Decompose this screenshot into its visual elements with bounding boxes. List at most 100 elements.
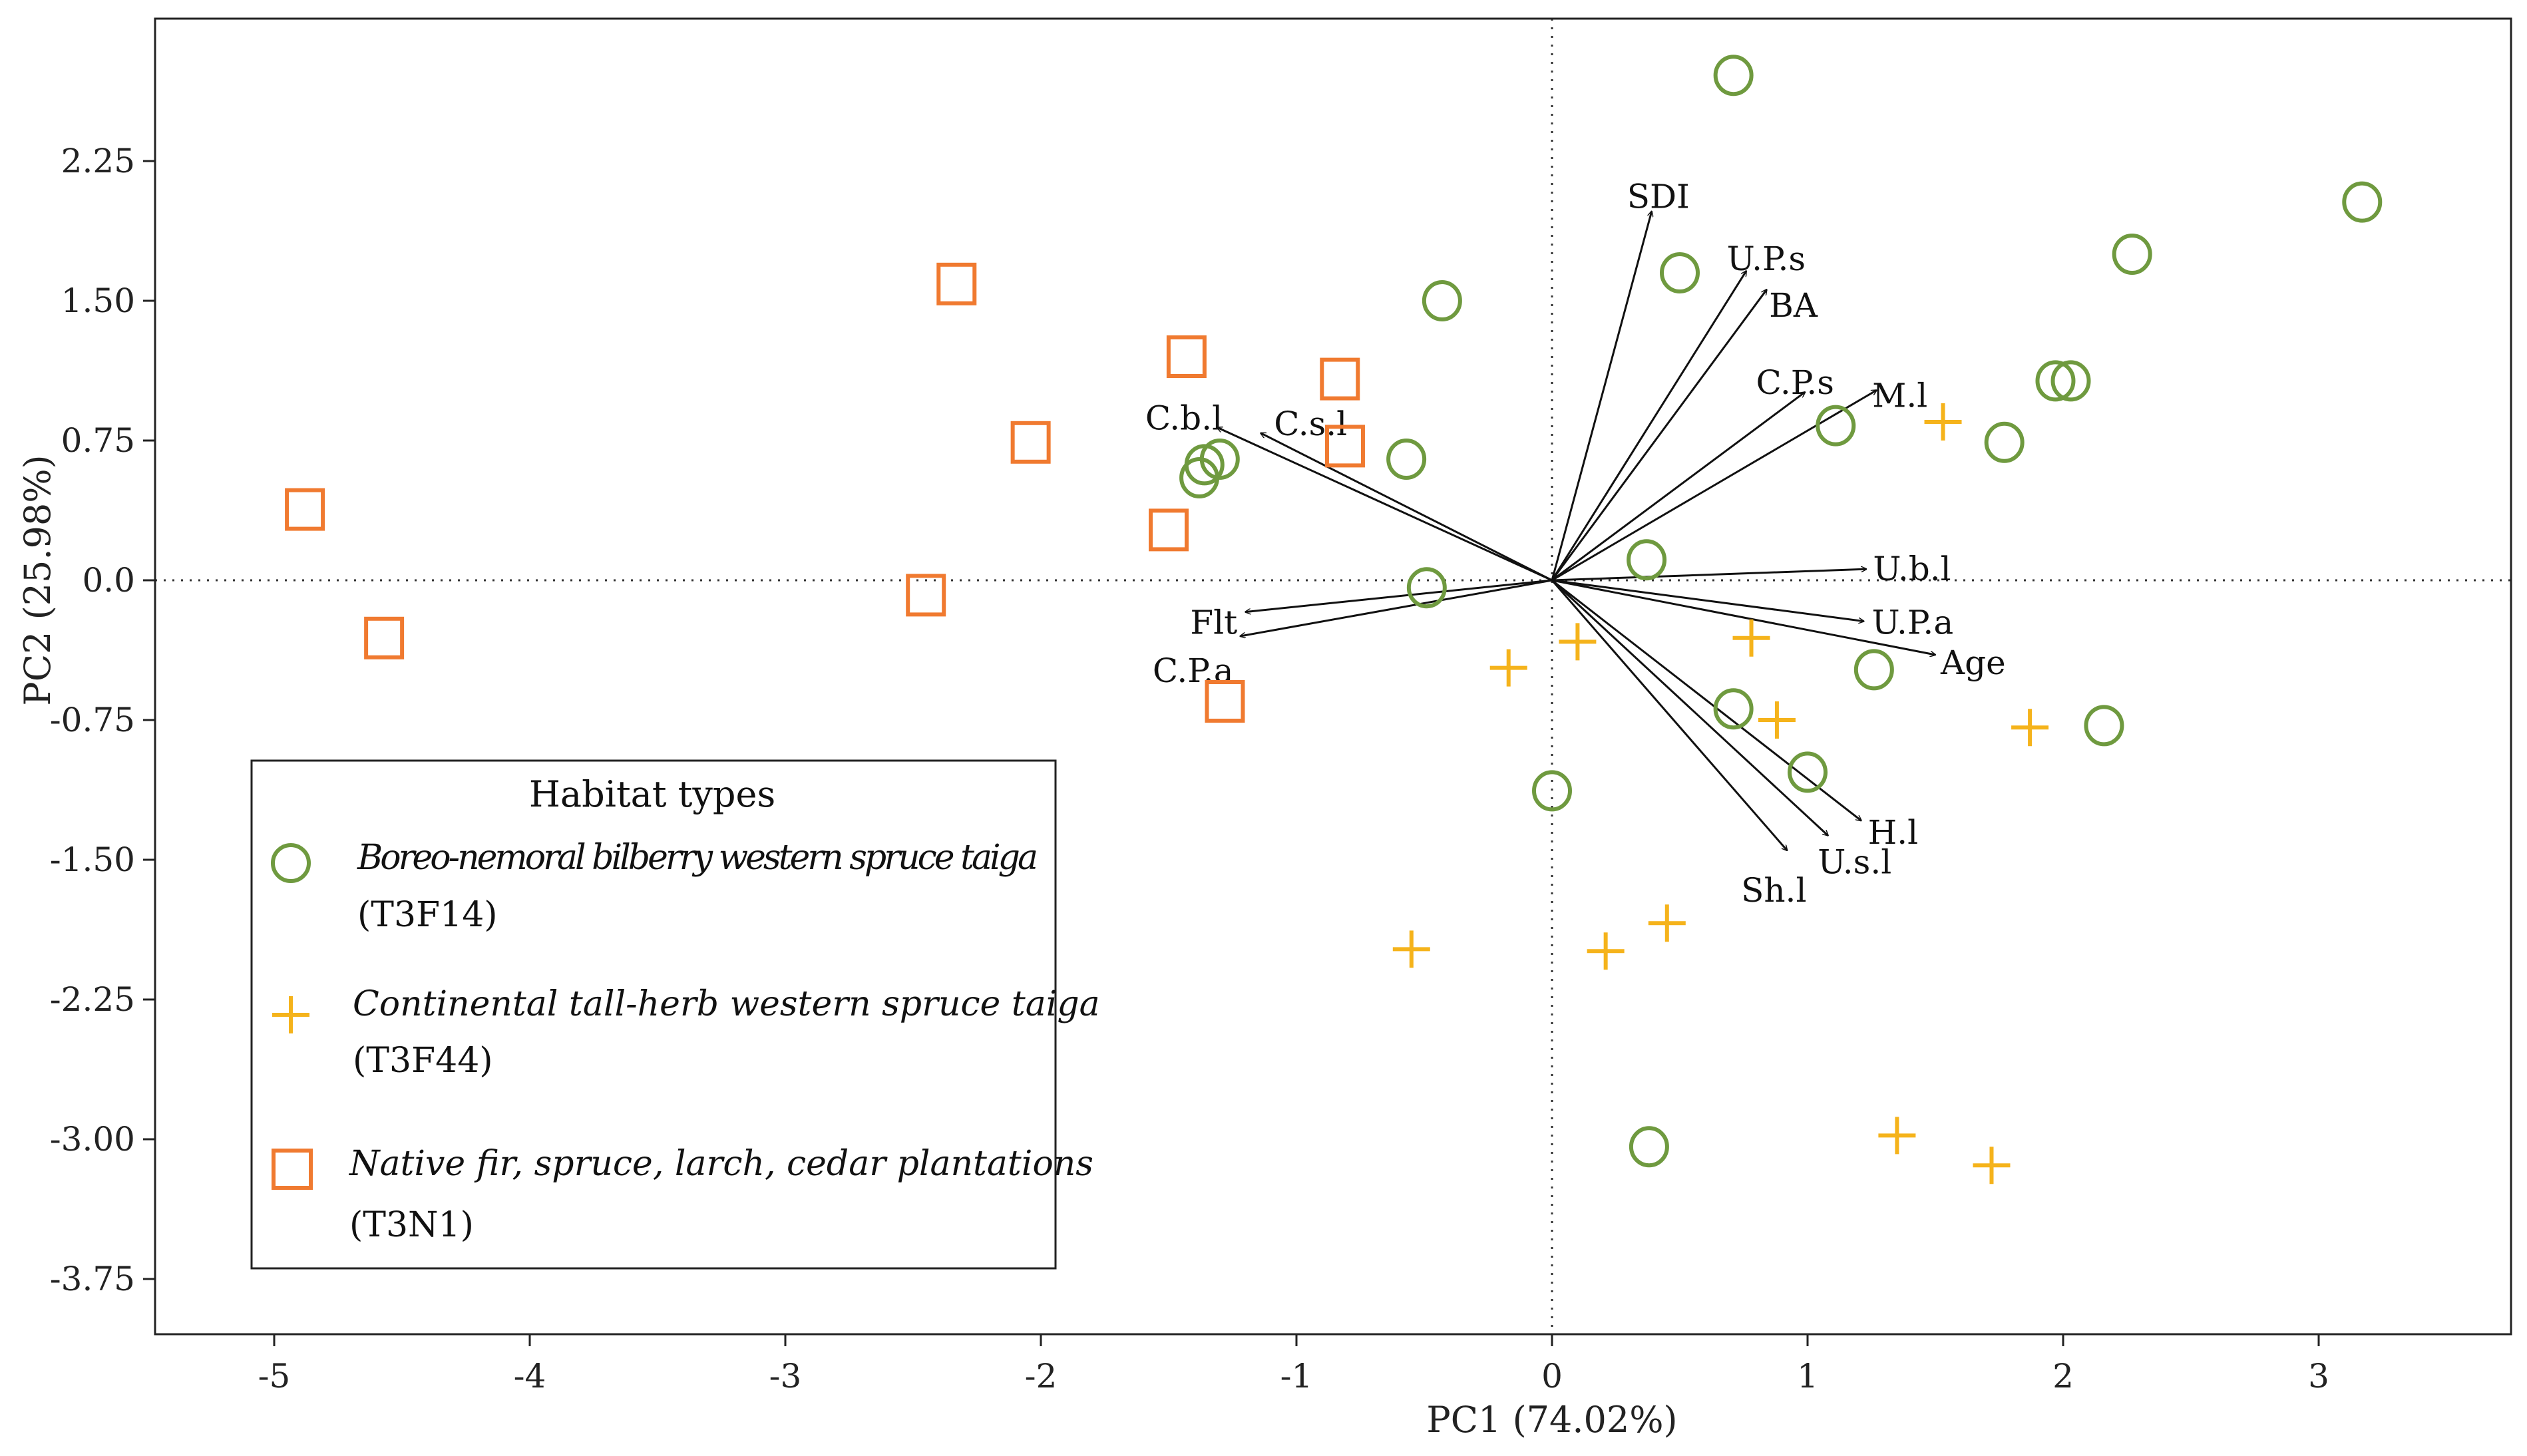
y-tick-label: -0.75 xyxy=(50,701,135,739)
point-T3F14 xyxy=(1422,280,1462,321)
x-axis-title: PC1 (74.02%) xyxy=(1426,1399,1677,1441)
point-T3F14 xyxy=(2112,234,2152,275)
y-axis-title: PC2 (25.98%) xyxy=(17,455,59,705)
x-tick-label: 2 xyxy=(2052,1357,2074,1395)
point-T3F44 xyxy=(2011,709,2049,747)
legend: Habitat types Boreo-nemoral bilberry wes… xyxy=(250,759,1100,1270)
y-tick-label: 0.0 xyxy=(82,561,135,600)
loading-label: M.l xyxy=(1872,376,1927,415)
x-tick-label: -5 xyxy=(258,1357,291,1395)
loading-arrow xyxy=(1245,579,1553,612)
loading-arrow xyxy=(1551,579,1828,836)
legend-code-T3F44: (T3F44) xyxy=(353,1041,493,1081)
x-tick-label: 1 xyxy=(1797,1357,1818,1395)
y-axis: 2.25 1.50 0.75 0.0 -0.75 -1.50 -2.25 -3.00 -3.75 xyxy=(50,142,155,1298)
loading-arrow xyxy=(1551,579,1861,820)
zero-reference-lines xyxy=(155,19,2511,1334)
loading-arrow xyxy=(1551,389,1877,582)
loading-arrow xyxy=(1551,579,1935,655)
point-T3N1 xyxy=(1010,421,1051,464)
point-T3F44 xyxy=(1758,701,1796,739)
point-T3F14 xyxy=(1713,688,1754,730)
y-tick-label: -2.25 xyxy=(50,980,135,1019)
point-T3F14 xyxy=(1713,55,1754,96)
point-T3F44 xyxy=(1489,649,1527,687)
point-T3F14 xyxy=(1386,439,1427,480)
legend-label-T3N1: Native fir, spruce, larch, cedar plantat… xyxy=(348,1144,1093,1184)
point-T3F44 xyxy=(1973,1147,2011,1184)
y-tick-label: -3.75 xyxy=(50,1260,135,1298)
point-T3F14 xyxy=(2050,360,2091,402)
loading-label: BA xyxy=(1769,286,1818,325)
point-T3F14 xyxy=(1788,751,1828,793)
point-T3N1 xyxy=(1324,425,1365,468)
loading-arrow xyxy=(1551,580,1787,850)
point-T3F14 xyxy=(1984,421,2025,463)
point-T3F14 xyxy=(2084,705,2124,747)
loading-label: SDI xyxy=(1627,178,1690,216)
y-tick-label: 0.75 xyxy=(61,421,135,460)
legend-label-T3F14: Boreo-nemoral bilberry western spruce ta… xyxy=(357,838,1038,878)
point-T3N1 xyxy=(936,262,977,305)
loading-arrow xyxy=(1551,579,1863,622)
loading-label: Sh.l xyxy=(1741,871,1806,910)
x-tick-label: -2 xyxy=(1025,1357,1058,1395)
y-tick-label: -1.50 xyxy=(50,840,135,879)
y-tick-label: 2.25 xyxy=(61,142,135,180)
loading-label: U.P.a xyxy=(1871,604,1953,642)
loading-label: C.s.l xyxy=(1274,405,1347,443)
plot-frame xyxy=(154,17,2512,1336)
legend-label-T3F44: Continental tall-herb western spruce tai… xyxy=(353,984,1100,1024)
point-T3F14 xyxy=(1627,539,1667,581)
point-T3N1 xyxy=(1320,357,1360,401)
point-T3N1 xyxy=(364,616,405,659)
loading-label: H.l xyxy=(1868,813,1919,852)
point-T3F44 xyxy=(1648,904,1686,942)
legend-code-T3N1: (T3N1) xyxy=(349,1205,474,1245)
legend-marker-T3N1 xyxy=(272,1149,313,1190)
loading-arrow xyxy=(1241,579,1553,636)
point-T3F44 xyxy=(1392,930,1430,968)
loading-arrow xyxy=(1551,569,1866,582)
point-T3F14 xyxy=(2035,360,2076,402)
point-T3F44 xyxy=(1587,932,1625,970)
loading-label: U.b.l xyxy=(1873,550,1951,588)
x-tick-label: 3 xyxy=(2308,1357,2329,1395)
y-tick-label: -3.00 xyxy=(50,1120,135,1159)
loading-label: C.P.a xyxy=(1153,651,1234,690)
loading-arrow xyxy=(1217,427,1553,582)
loading-arrow xyxy=(1551,392,1805,582)
point-T3N1 xyxy=(1166,335,1207,378)
loading-label: Age xyxy=(1940,643,2006,682)
x-axis: -5 -4 -3 -2 -1 0 1 2 3 xyxy=(258,1334,2329,1395)
point-T3F44 xyxy=(1878,1117,1916,1155)
loading-arrow xyxy=(1261,432,1553,582)
x-tick-label: -4 xyxy=(514,1357,546,1395)
legend-marker-T3F14 xyxy=(271,843,311,883)
point-T3F14 xyxy=(1853,649,1894,691)
loading-arrow xyxy=(1551,212,1652,581)
loading-arrow xyxy=(1551,271,1746,581)
loading-label: C.P.s xyxy=(1756,363,1834,402)
loading-label: U.s.l xyxy=(1818,843,1891,882)
point-T3F14 xyxy=(2342,181,2383,223)
loading-arrow xyxy=(1551,289,1767,581)
point-T3N1 xyxy=(1149,508,1189,552)
point-T3N1 xyxy=(285,488,325,531)
legend-title: Habitat types xyxy=(529,773,775,815)
point-T3F14 xyxy=(1629,1126,1669,1168)
point-T3F44 xyxy=(1559,623,1597,661)
point-T3F14 xyxy=(1660,252,1700,293)
loading-label: U.P.s xyxy=(1727,240,1806,278)
legend-code-T3F14: (T3F14) xyxy=(357,895,498,935)
point-T3N1 xyxy=(906,574,946,617)
legend-box xyxy=(250,759,1057,1270)
y-tick-label: 1.50 xyxy=(61,281,135,320)
loading-label: C.b.l xyxy=(1145,399,1223,437)
point-T3N1 xyxy=(1205,680,1245,723)
point-T3F44 xyxy=(1732,619,1770,657)
point-T3F14 xyxy=(1816,405,1856,447)
point-T3F14 xyxy=(1406,567,1447,609)
point-T3F14 xyxy=(1532,770,1572,812)
